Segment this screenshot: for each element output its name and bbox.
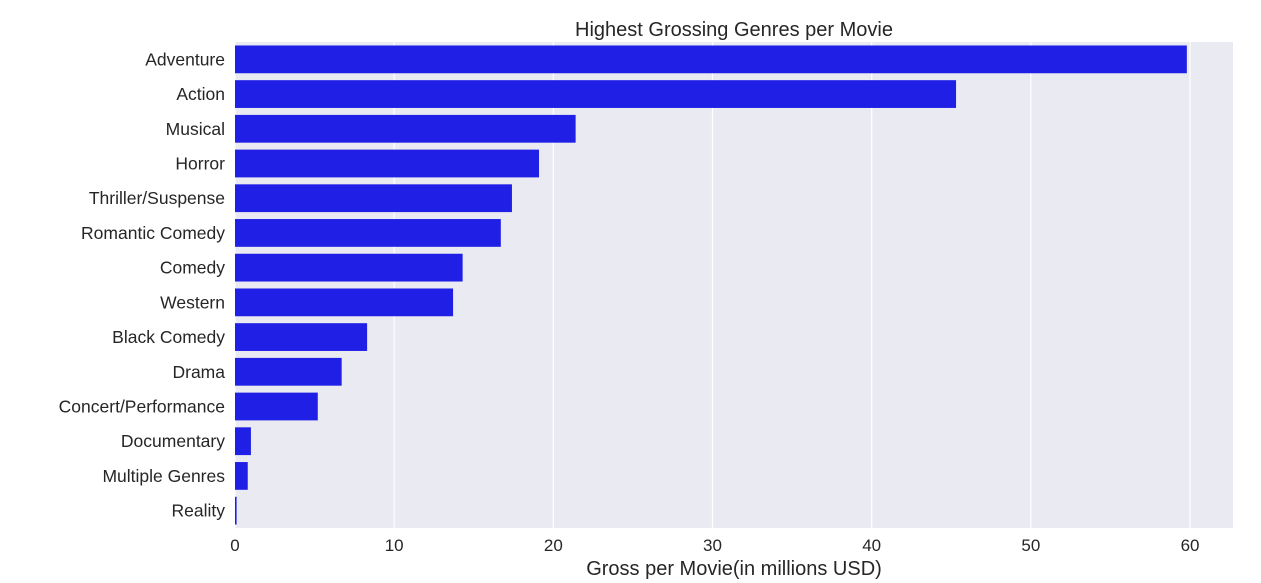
category-labels: Adventure Action Musical Horror Thriller/Sus…	[59, 49, 226, 520]
x-tick-label: 0	[230, 536, 239, 555]
category-label: Comedy	[160, 258, 225, 278]
bar	[235, 253, 463, 282]
chart-title: Highest Grossing Genres per Movie	[575, 19, 893, 41]
bar	[235, 357, 342, 386]
x-axis-title: Gross per Movie(in millions USD)	[586, 558, 882, 580]
bar	[235, 323, 368, 351]
bar	[235, 114, 576, 143]
category-label: Documentary	[121, 431, 225, 451]
bar	[235, 462, 248, 490]
x-tick-label: 50	[1021, 536, 1040, 555]
bar	[235, 80, 957, 108]
category-label: Thriller/Suspense	[89, 188, 225, 208]
category-label: Concert/Performance	[59, 397, 225, 417]
x-tick-label: 10	[385, 536, 404, 555]
bar	[235, 184, 512, 213]
x-tick-labels: 0 10 20 30 40 50 60	[230, 536, 1199, 555]
category-label: Multiple Genres	[102, 466, 225, 486]
bar	[235, 288, 454, 317]
bar	[235, 45, 1187, 74]
bar	[235, 427, 251, 456]
category-label: Horror	[175, 154, 225, 174]
category-label: Action	[176, 84, 225, 104]
category-label: Black Comedy	[112, 327, 225, 347]
category-label: Reality	[172, 501, 226, 521]
x-tick-label: 20	[544, 536, 563, 555]
bar	[235, 392, 318, 421]
bars	[235, 45, 1187, 525]
bar	[235, 496, 237, 525]
bar	[235, 219, 501, 247]
x-tick-label: 40	[862, 536, 881, 555]
x-tick-label: 60	[1181, 536, 1200, 555]
category-label: Romantic Comedy	[81, 223, 225, 243]
category-label: Western	[160, 292, 225, 312]
bar	[235, 149, 540, 178]
category-label: Drama	[172, 362, 225, 382]
category-label: Adventure	[145, 49, 225, 69]
x-tick-label: 30	[703, 536, 722, 555]
category-label: Musical	[166, 119, 225, 139]
